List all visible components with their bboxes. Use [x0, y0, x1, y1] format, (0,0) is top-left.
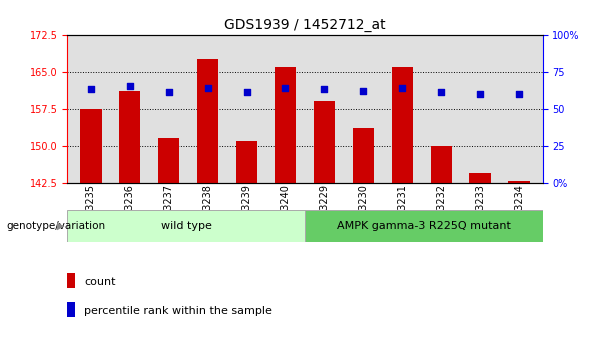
Bar [314, 101, 335, 183]
Point [125, 84, 135, 89]
Bar [236, 141, 257, 183]
Point [514, 91, 524, 97]
Point [319, 87, 329, 92]
Bar [67, 302, 75, 317]
Point [436, 90, 446, 95]
Text: ▶: ▶ [57, 221, 64, 231]
Bar [352, 128, 374, 183]
Text: wild type: wild type [161, 221, 211, 231]
Point [359, 88, 368, 93]
Point [86, 87, 96, 92]
Text: count: count [84, 277, 115, 286]
Point [281, 85, 291, 91]
Bar [470, 173, 491, 183]
Title: GDS1939 / 1452712_at: GDS1939 / 1452712_at [224, 18, 386, 32]
Bar [508, 181, 530, 183]
Bar [158, 138, 180, 183]
Point [475, 91, 485, 97]
Bar [430, 146, 452, 183]
Point [397, 85, 407, 91]
Bar [119, 91, 140, 183]
Point [164, 90, 173, 95]
Bar [67, 273, 75, 288]
Bar [80, 109, 102, 183]
Bar [275, 67, 296, 183]
Point [242, 90, 251, 95]
Bar [392, 67, 413, 183]
Bar [197, 59, 218, 183]
Point [203, 85, 213, 91]
Bar [305, 210, 543, 241]
Text: AMPK gamma-3 R225Q mutant: AMPK gamma-3 R225Q mutant [337, 221, 511, 231]
Text: percentile rank within the sample: percentile rank within the sample [84, 306, 272, 315]
Text: genotype/variation: genotype/variation [6, 221, 105, 231]
Bar [67, 210, 305, 241]
